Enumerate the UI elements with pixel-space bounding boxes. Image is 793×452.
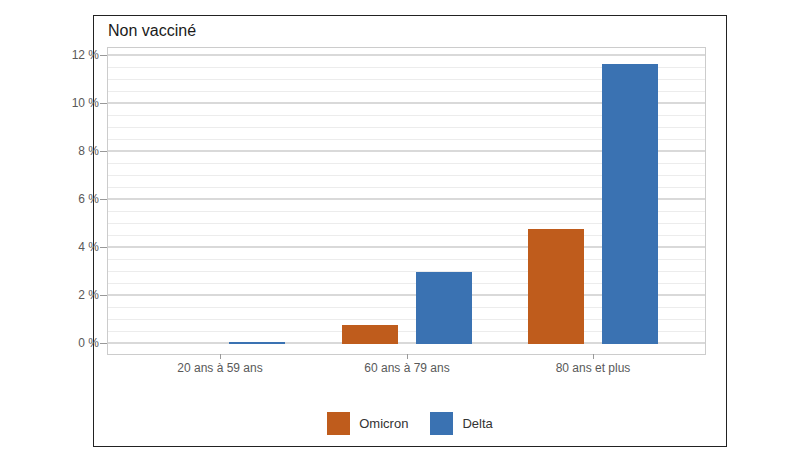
x-axis-tick-mark [593, 354, 594, 359]
bar-delta-1[interactable] [416, 272, 472, 344]
legend-swatch-delta [430, 412, 453, 435]
x-axis-category-label: 20 ans à 59 ans [140, 361, 300, 375]
x-axis-tick-mark [220, 354, 221, 359]
x-axis-category-label: 60 ans à 79 ans [327, 361, 487, 375]
y-axis-tick-mark [100, 295, 107, 296]
legend: Omicron Delta [94, 412, 726, 435]
bar-delta-2[interactable] [602, 64, 658, 344]
legend-item-omicron[interactable]: Omicron [327, 412, 408, 435]
y-axis-tick-label: 2 % [55, 288, 99, 302]
bar-omicron-1[interactable] [342, 325, 398, 344]
y-axis-tick-mark [100, 103, 107, 104]
x-axis-tick-mark [407, 354, 408, 359]
y-axis-tick-mark [100, 247, 107, 248]
y-axis-tick-mark [100, 55, 107, 56]
page: Non vacciné 0 %2 %4 %6 %8 %10 %12 %20 an… [0, 0, 793, 452]
y-axis-tick-label: 0 % [55, 336, 99, 350]
y-axis-tick-label: 8 % [55, 144, 99, 158]
y-axis-tick-mark [100, 343, 107, 344]
legend-label: Delta [462, 416, 492, 431]
y-axis-tick-mark [100, 199, 107, 200]
y-axis-tick-label: 4 % [55, 240, 99, 254]
legend-item-delta[interactable]: Delta [430, 412, 492, 435]
bar-delta-0[interactable] [229, 342, 285, 344]
plot-area: 0 %2 %4 %6 %8 %10 %12 %20 ans à 59 ans60… [107, 47, 706, 355]
y-axis-tick-label: 12 % [55, 48, 99, 62]
chart-title: Non vacciné [108, 22, 196, 40]
y-axis-tick-mark [100, 151, 107, 152]
y-axis-tick-label: 10 % [55, 96, 99, 110]
legend-swatch-omicron [327, 412, 350, 435]
x-axis-category-label: 80 ans et plus [513, 361, 673, 375]
chart-frame: Non vacciné 0 %2 %4 %6 %8 %10 %12 %20 an… [93, 15, 727, 447]
legend-label: Omicron [359, 416, 408, 431]
bar-omicron-2[interactable] [528, 229, 584, 344]
gridline-major [108, 54, 705, 56]
y-axis-tick-label: 6 % [55, 192, 99, 206]
